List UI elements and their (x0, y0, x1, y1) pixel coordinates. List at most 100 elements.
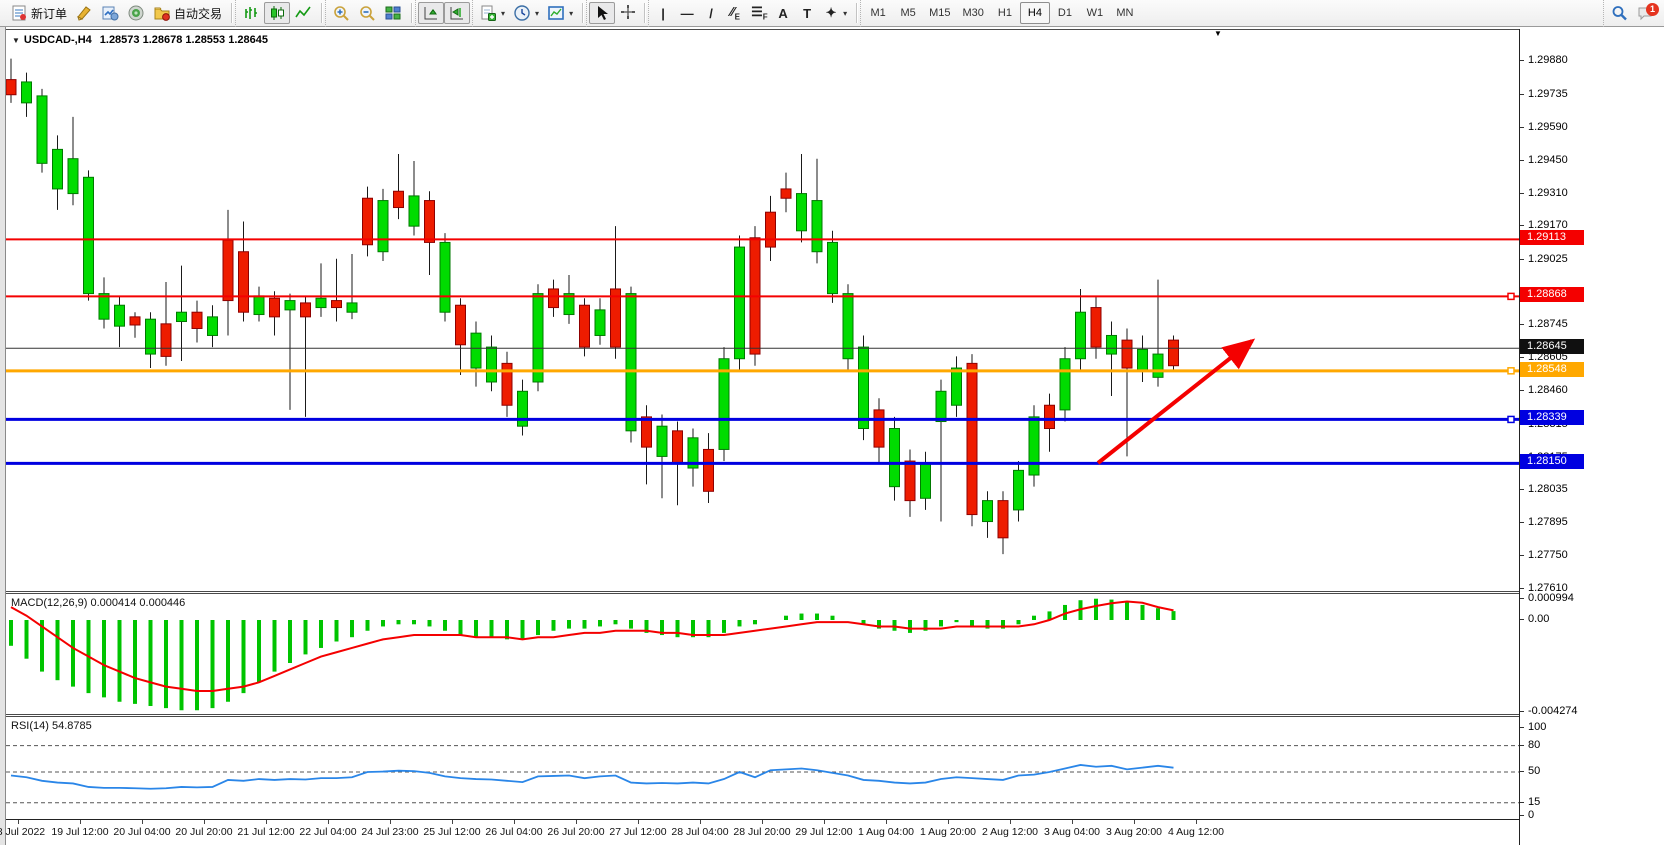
axis-tick-label: 100 (1528, 721, 1547, 733)
time-tick (266, 820, 267, 824)
toolbar-separator (411, 3, 413, 23)
timeframe-M30[interactable]: M30 (957, 2, 990, 24)
line-handle[interactable] (1507, 415, 1515, 424)
line-handle[interactable] (1507, 292, 1515, 301)
tile-windows-button[interactable] (380, 2, 406, 24)
collapse-icon[interactable]: ▼ (12, 36, 20, 45)
timeframe-W1[interactable]: W1 (1080, 2, 1110, 24)
timeframe-M5[interactable]: M5 (893, 2, 923, 24)
cursor-button[interactable] (589, 2, 616, 24)
candle-body (300, 302, 311, 318)
text-label-button[interactable]: T (795, 2, 819, 24)
candle-body (315, 297, 327, 309)
auto-trading-label: 自动交易 (174, 6, 223, 21)
horizontal-line-button[interactable]: — (675, 2, 699, 24)
timeframe-D1[interactable]: D1 (1050, 2, 1080, 24)
equidistant-channel-button[interactable]: ∕∕E (723, 2, 747, 24)
candle-body (191, 311, 203, 329)
candle-body (625, 293, 637, 432)
candle-body (207, 316, 218, 336)
chart-shift-icon (448, 4, 466, 22)
rsi-pane[interactable]: RSI(14) 54.8785 (6, 717, 1519, 819)
market-watch-button[interactable] (97, 2, 123, 24)
timeframe-M15[interactable]: M15 (923, 2, 956, 24)
timeframe-M1[interactable]: M1 (863, 2, 893, 24)
axis-tick-label: 1.27750 (1528, 549, 1568, 561)
zoom-out-icon (358, 4, 376, 22)
trend-arrow-annotation[interactable] (1096, 338, 1256, 465)
new-order-button[interactable]: 新订单 (6, 2, 71, 24)
bar-chart-button[interactable] (238, 2, 264, 24)
templates-button[interactable]: ▾ (543, 2, 577, 24)
candle-body (517, 390, 528, 427)
styles-button[interactable] (71, 2, 97, 24)
zoom-in-button[interactable] (328, 2, 354, 24)
line-chart-button[interactable] (290, 2, 316, 24)
periods-button[interactable]: ▾ (509, 2, 543, 24)
navigator-button[interactable] (123, 2, 149, 24)
candle-body (377, 200, 389, 253)
indicators-caret-icon[interactable]: ▾ (501, 8, 506, 18)
axis-tick (1520, 598, 1524, 599)
candle-body (6, 79, 17, 96)
candle-body (656, 425, 668, 457)
timeframe-MN[interactable]: MN (1110, 2, 1140, 24)
candle-body (842, 293, 854, 360)
axis-tick (1520, 259, 1524, 260)
candle-body (904, 460, 916, 502)
macd-pane[interactable]: MACD(12,26,9) 0.000414 0.000446 (6, 594, 1519, 714)
vertical-line-button[interactable]: | (651, 2, 675, 24)
search-button[interactable] (1606, 2, 1632, 24)
auto-trading-button[interactable]: 自动交易 (149, 2, 226, 24)
candle-body (548, 288, 559, 309)
candlestick-chart-button[interactable] (264, 2, 291, 24)
axis-tick (1520, 727, 1524, 728)
chart-shift-marker-icon[interactable]: ▼ (1214, 30, 1222, 38)
timeframe-H1[interactable]: H1 (990, 2, 1020, 24)
crosshair-button[interactable] (615, 2, 639, 24)
candle-body (780, 188, 792, 199)
axis-tick (1520, 60, 1524, 61)
zoom-out-button[interactable] (354, 2, 380, 24)
axis-tick-label: 1.27610 (1528, 582, 1568, 594)
time-axis[interactable]: 18 Jul 2022 19 Jul 12:00 20 Jul 04:00 20 Ju… (0, 819, 1519, 845)
candle-body (129, 316, 141, 326)
symbol-title: USDCAD-,H4 (23, 34, 92, 46)
chart-shift-button[interactable] (444, 2, 471, 24)
chat-button[interactable]: 1 (1632, 2, 1659, 24)
arrows-caret-icon[interactable]: ▾ (843, 8, 848, 18)
macd-label: MACD(12,26,9) 0.000414 0.000446 (11, 597, 186, 609)
line-handle[interactable] (1507, 367, 1515, 375)
pane-separator[interactable] (6, 714, 1519, 717)
timeframe-H4[interactable]: H4 (1019, 2, 1050, 24)
candle-body (1152, 353, 1164, 378)
price-axis[interactable]: 1.29880 1.29735 1.29590 1.29450 1.29310 1.291… (1519, 29, 1664, 845)
indicators-button[interactable]: ▾ (475, 2, 509, 24)
cursor-arrow-icon (593, 4, 611, 22)
tile-windows-icon (384, 4, 402, 22)
time-tick (700, 820, 701, 824)
price-badge: 1.29113 (1520, 230, 1584, 245)
arrows-button[interactable]: ✦ ▾ (819, 2, 851, 24)
candle-body (114, 304, 125, 327)
zoom-in-icon (332, 4, 350, 22)
time-tick (886, 820, 887, 824)
auto-scroll-button[interactable] (418, 2, 445, 24)
time-tick (762, 820, 763, 824)
trendline-button[interactable]: / (699, 2, 723, 24)
pane-separator[interactable] (6, 591, 1519, 594)
toolbar-separator (231, 3, 233, 23)
arrows-icon: ✦ (825, 5, 837, 20)
new-order-label: 新订单 (31, 6, 68, 21)
time-tick (514, 820, 515, 824)
candle-body (858, 346, 869, 430)
axis-tick (1520, 802, 1524, 803)
periods-caret-icon[interactable]: ▾ (535, 8, 540, 18)
price-badge: 1.28339 (1520, 410, 1584, 425)
rsi-label: RSI(14) 54.8785 (11, 720, 92, 732)
candlestick-canvas[interactable] (6, 30, 1519, 591)
templates-caret-icon[interactable]: ▾ (569, 8, 574, 18)
fibonacci-button[interactable]: ☰F (747, 2, 771, 24)
text-button[interactable]: A (771, 2, 795, 24)
price-pane[interactable]: ▼ USDCAD-,H4 1.28573 1.28678 1.28553 1.286… (6, 30, 1519, 591)
